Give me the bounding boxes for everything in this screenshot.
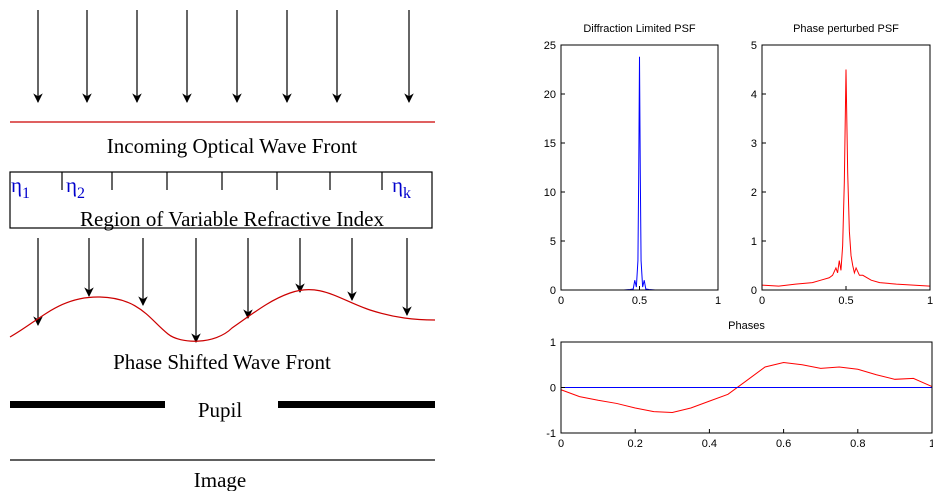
eta-subscript: 2	[77, 185, 85, 202]
y-tick-label: 15	[544, 138, 556, 150]
x-tick-label: 0.2	[628, 438, 643, 450]
y-tick-label: 1	[550, 337, 556, 349]
diagram	[9, 10, 436, 461]
y-tick-label: 20	[544, 89, 556, 101]
x-tick-label: 0.5	[838, 295, 853, 307]
region-box	[9, 171, 433, 229]
pupil-label: Pupil	[198, 398, 243, 422]
y-tick-label: 0	[550, 383, 556, 395]
x-tick-label: 0.6	[776, 438, 791, 450]
y-tick-label: 0	[751, 285, 757, 297]
incoming-label: Incoming Optical Wave Front	[107, 134, 358, 158]
pupil-bar	[278, 401, 435, 408]
y-tick-label: 3	[751, 138, 757, 150]
eta-symbol: η	[66, 173, 77, 197]
pupil-bar	[10, 401, 165, 408]
y-tick-label: 5	[550, 236, 556, 248]
shifted-label: Phase Shifted Wave Front	[113, 350, 331, 374]
shifted-wave-front	[9, 288, 436, 342]
eta-label: η1	[11, 173, 30, 202]
eta-symbol: η	[392, 173, 403, 197]
x-tick-label: 0.5	[632, 295, 647, 307]
chart-title: Diffraction Limited PSF	[583, 23, 696, 35]
x-tick-label: 1	[715, 295, 721, 307]
x-tick-label: 1	[929, 438, 933, 450]
y-tick-label: 10	[544, 187, 556, 199]
y-tick-label: 2	[751, 187, 757, 199]
line-series	[561, 56, 718, 291]
y-tick-label: 1	[751, 236, 757, 248]
eta-symbol: η	[11, 173, 22, 197]
chart-title: Phases	[728, 320, 765, 332]
y-tick-label: 25	[544, 40, 556, 52]
x-tick-label: 1	[927, 295, 933, 307]
x-tick-label: 0.4	[702, 438, 717, 450]
region-dividers	[61, 172, 383, 190]
eta-label: η2	[66, 173, 85, 202]
line-series	[761, 69, 931, 287]
eta-label: ηk	[392, 173, 411, 202]
x-tick-label: 0	[558, 295, 564, 307]
y-tick-label: 5	[751, 40, 757, 52]
region-label: Region of Variable Refractive Index	[80, 207, 384, 231]
x-tick-label: 0.8	[850, 438, 865, 450]
y-tick-label: 4	[751, 89, 757, 101]
chart-title: Phase perturbed PSF	[793, 23, 899, 35]
x-tick-label: 0	[759, 295, 765, 307]
eta-subscript: 1	[22, 185, 30, 202]
image-label: Image	[194, 468, 246, 491]
y-tick-label: -1	[546, 428, 556, 440]
y-tick-label: 0	[550, 285, 556, 297]
line-series	[560, 361, 933, 414]
eta-subscript: k	[403, 185, 411, 202]
x-tick-label: 0	[558, 438, 564, 450]
